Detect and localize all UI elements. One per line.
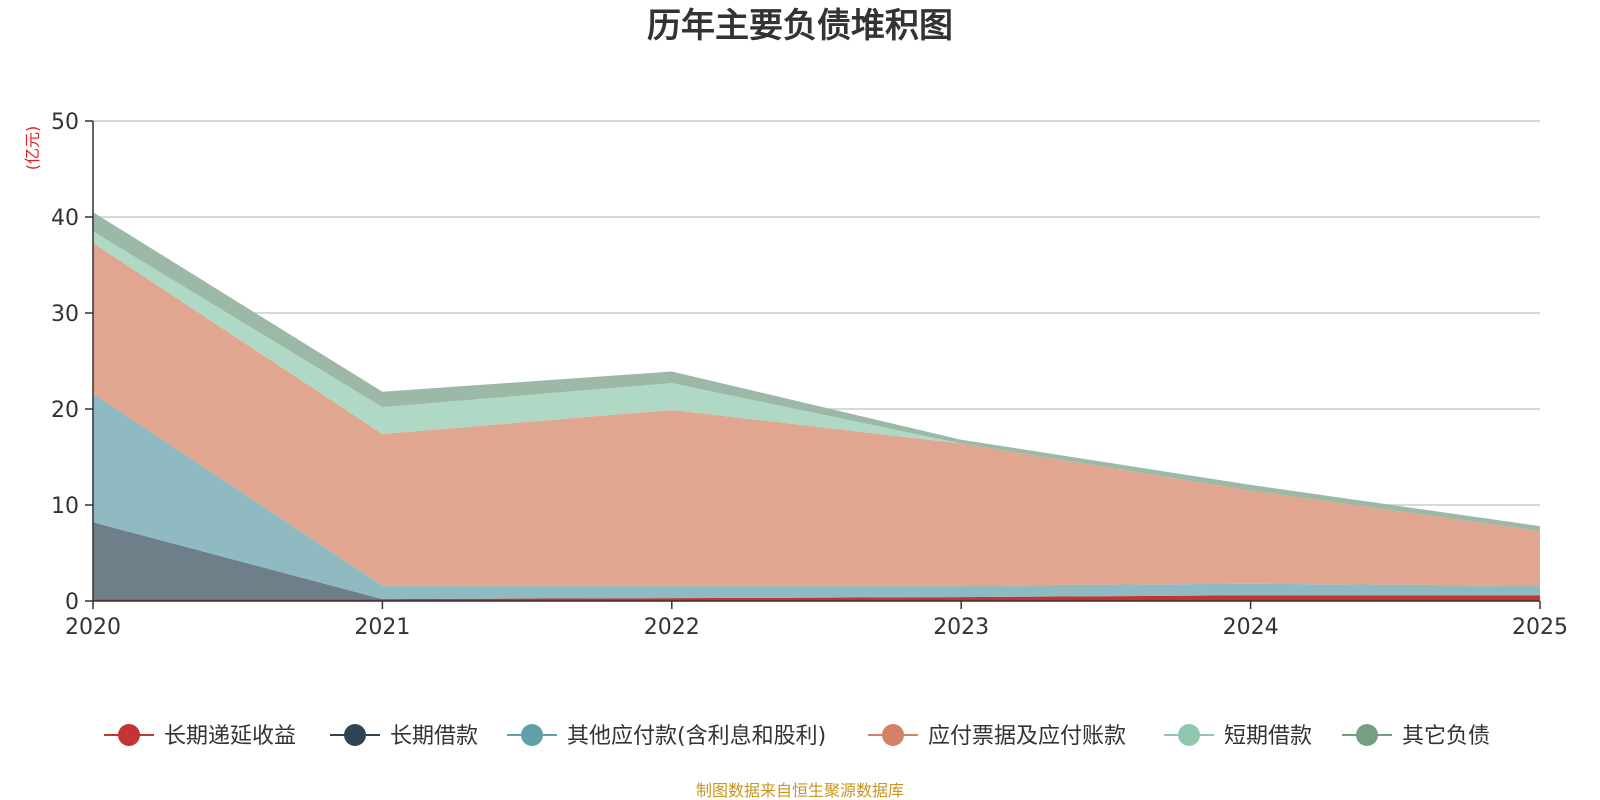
area-series-1 — [93, 595, 1540, 601]
legend-label: 长期借款 — [390, 724, 478, 749]
legend-item-3[interactable]: 其他应付款(含利息和股利) — [507, 724, 826, 749]
legend-circle-marker — [882, 724, 904, 746]
x-tick-label: 2024 — [1223, 615, 1279, 640]
legend-item-4[interactable]: 应付票据及应付账款 — [868, 724, 1126, 749]
area-series-2 — [93, 522, 1540, 600]
legend: 长期递延收益 长期借款 其他应付款(含利息和股利) 应付票据及应付账款 短期借款 其它负债 — [104, 724, 1490, 749]
legend-item-1[interactable]: 长期递延收益 — [104, 724, 296, 749]
legend-label: 其它负债 — [1402, 724, 1490, 749]
legend-circle-marker — [344, 724, 366, 746]
legend-label: 其他应付款(含利息和股利) — [567, 724, 826, 749]
x-tick-label: 2025 — [1512, 615, 1568, 640]
axes: 0 10 20 30 40 50 2020 2021 2022 2023 2024 2025 — [51, 110, 1568, 640]
legend-item-6[interactable]: 其它负债 — [1342, 724, 1490, 749]
legend-label: 短期借款 — [1224, 724, 1312, 749]
y-tick-label: 20 — [51, 398, 79, 423]
legend-label: 应付票据及应付账款 — [928, 724, 1126, 749]
x-tick-label: 2021 — [354, 615, 410, 640]
legend-circle-marker — [1178, 724, 1200, 746]
legend-item-2[interactable]: 长期借款 — [330, 724, 478, 749]
y-tick-label: 30 — [51, 302, 79, 327]
y-tick-label: 50 — [51, 110, 79, 135]
y-tick-label: 0 — [65, 590, 79, 615]
legend-circle-marker — [1356, 724, 1378, 746]
source-note: 制图数据来自恒生聚源数据库 — [696, 781, 904, 800]
x-tick-label: 2022 — [644, 615, 700, 640]
y-axis-unit-label: (亿元) — [23, 126, 42, 171]
x-tick-label: 2020 — [65, 615, 121, 640]
y-tick-label: 40 — [51, 206, 79, 231]
legend-circle-marker — [118, 724, 140, 746]
area-series-4 — [93, 242, 1540, 586]
chart-title: 历年主要负债堆积图 — [647, 6, 953, 46]
legend-label: 长期递延收益 — [164, 724, 296, 749]
x-tick-label: 2023 — [933, 615, 989, 640]
legend-circle-marker — [521, 724, 543, 746]
area-series-group — [93, 212, 1540, 601]
y-tick-label: 10 — [51, 494, 79, 519]
legend-item-5[interactable]: 短期借款 — [1164, 724, 1312, 749]
